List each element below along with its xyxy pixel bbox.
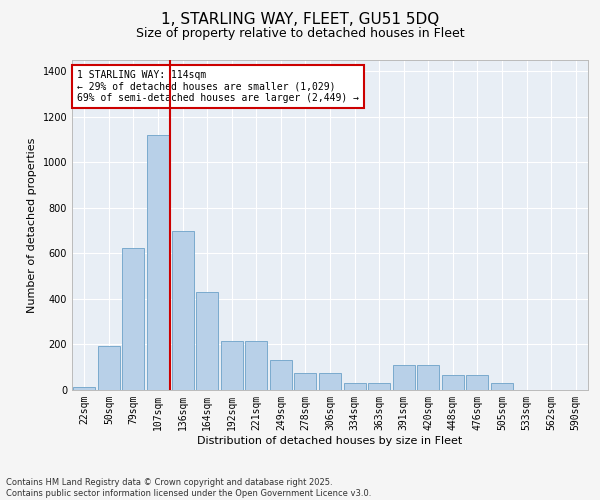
Bar <box>245 341 268 390</box>
Bar <box>147 135 169 390</box>
Bar <box>466 375 488 390</box>
Bar <box>122 248 145 390</box>
Bar <box>73 386 95 390</box>
Bar <box>319 373 341 390</box>
Bar <box>368 383 390 390</box>
X-axis label: Distribution of detached houses by size in Fleet: Distribution of detached houses by size … <box>197 436 463 446</box>
Bar <box>442 375 464 390</box>
Text: Size of property relative to detached houses in Fleet: Size of property relative to detached ho… <box>136 28 464 40</box>
Bar <box>344 383 365 390</box>
Bar <box>270 360 292 390</box>
Bar <box>295 373 316 390</box>
Bar <box>172 230 194 390</box>
Text: 1 STARLING WAY: 114sqm
← 29% of detached houses are smaller (1,029)
69% of semi-: 1 STARLING WAY: 114sqm ← 29% of detached… <box>77 70 359 103</box>
Bar <box>417 365 439 390</box>
Y-axis label: Number of detached properties: Number of detached properties <box>27 138 37 312</box>
Bar <box>392 365 415 390</box>
Text: Contains HM Land Registry data © Crown copyright and database right 2025.
Contai: Contains HM Land Registry data © Crown c… <box>6 478 371 498</box>
Bar <box>196 292 218 390</box>
Bar <box>491 383 513 390</box>
Bar <box>221 341 243 390</box>
Bar <box>98 346 120 390</box>
Text: 1, STARLING WAY, FLEET, GU51 5DQ: 1, STARLING WAY, FLEET, GU51 5DQ <box>161 12 439 28</box>
